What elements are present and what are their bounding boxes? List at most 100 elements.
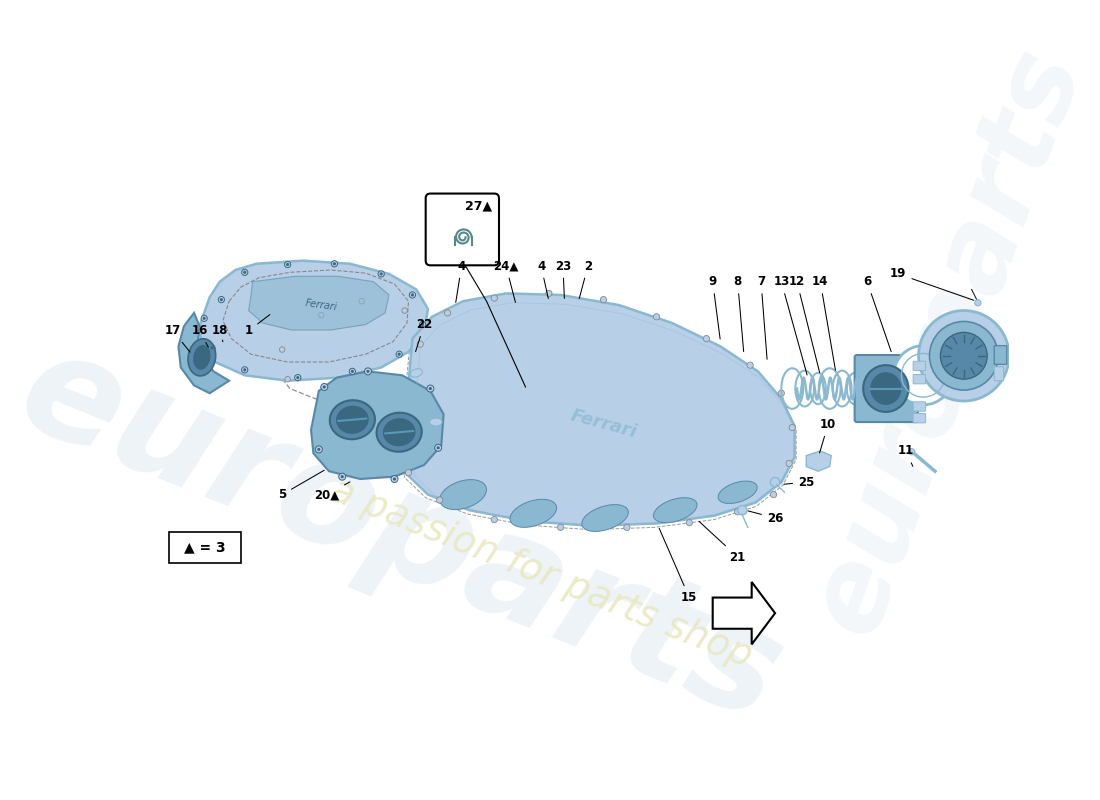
Ellipse shape xyxy=(653,498,697,522)
Circle shape xyxy=(918,310,1009,401)
Circle shape xyxy=(318,313,323,318)
Circle shape xyxy=(770,478,780,487)
Text: 27▲: 27▲ xyxy=(465,199,493,213)
Circle shape xyxy=(940,332,987,379)
Circle shape xyxy=(492,295,497,301)
Circle shape xyxy=(243,270,246,274)
Polygon shape xyxy=(713,582,776,644)
Ellipse shape xyxy=(410,369,422,377)
Circle shape xyxy=(359,298,364,304)
Text: 4: 4 xyxy=(537,259,548,298)
Circle shape xyxy=(789,425,795,430)
Circle shape xyxy=(321,383,328,390)
Circle shape xyxy=(295,374,301,381)
Circle shape xyxy=(390,475,398,482)
Polygon shape xyxy=(806,451,832,471)
Circle shape xyxy=(397,353,400,356)
Circle shape xyxy=(379,272,383,275)
Text: 23: 23 xyxy=(554,259,571,298)
Ellipse shape xyxy=(870,372,901,405)
Circle shape xyxy=(399,432,406,438)
Circle shape xyxy=(242,270,248,275)
Text: 7: 7 xyxy=(757,275,767,359)
Circle shape xyxy=(402,308,407,314)
Text: 8: 8 xyxy=(734,275,744,351)
Text: 5: 5 xyxy=(278,470,324,501)
Circle shape xyxy=(351,370,354,373)
Circle shape xyxy=(406,470,411,476)
Text: europarts: europarts xyxy=(0,318,801,751)
Circle shape xyxy=(601,297,606,302)
Circle shape xyxy=(316,446,322,453)
Polygon shape xyxy=(249,276,389,330)
Circle shape xyxy=(738,506,747,515)
Circle shape xyxy=(930,322,998,390)
Circle shape xyxy=(419,322,426,328)
FancyBboxPatch shape xyxy=(426,194,499,266)
Polygon shape xyxy=(311,371,443,479)
Circle shape xyxy=(546,290,552,297)
FancyBboxPatch shape xyxy=(913,374,925,384)
FancyBboxPatch shape xyxy=(913,414,925,423)
Ellipse shape xyxy=(336,406,368,434)
Circle shape xyxy=(333,262,336,266)
Circle shape xyxy=(703,335,710,342)
Circle shape xyxy=(242,366,248,373)
Circle shape xyxy=(341,475,344,478)
Text: europarts: europarts xyxy=(791,34,1100,647)
Circle shape xyxy=(285,377,290,382)
Text: 17: 17 xyxy=(165,324,190,352)
Circle shape xyxy=(492,517,497,522)
FancyBboxPatch shape xyxy=(855,355,917,422)
Text: 25: 25 xyxy=(784,476,814,489)
Circle shape xyxy=(220,298,223,301)
Text: 18: 18 xyxy=(211,324,228,342)
Text: a passion for parts shop: a passion for parts shop xyxy=(326,473,757,675)
FancyBboxPatch shape xyxy=(913,362,925,370)
Circle shape xyxy=(339,473,345,480)
Ellipse shape xyxy=(376,413,421,452)
FancyBboxPatch shape xyxy=(169,532,241,563)
Ellipse shape xyxy=(582,505,628,531)
Ellipse shape xyxy=(194,345,210,370)
Circle shape xyxy=(411,294,414,297)
Text: 24▲: 24▲ xyxy=(493,259,519,302)
Circle shape xyxy=(747,362,754,368)
Circle shape xyxy=(285,262,290,268)
Circle shape xyxy=(317,448,320,451)
Text: 26: 26 xyxy=(748,511,783,525)
Circle shape xyxy=(366,370,370,373)
Circle shape xyxy=(209,345,216,351)
Polygon shape xyxy=(199,261,428,381)
Circle shape xyxy=(558,524,563,530)
Text: ▲ = 3: ▲ = 3 xyxy=(184,541,226,554)
Polygon shape xyxy=(178,313,229,394)
Circle shape xyxy=(429,387,432,390)
Text: 6: 6 xyxy=(864,275,891,351)
Ellipse shape xyxy=(440,480,486,510)
Circle shape xyxy=(243,368,246,371)
Circle shape xyxy=(404,386,409,391)
Circle shape xyxy=(686,519,692,526)
Circle shape xyxy=(735,509,740,515)
Text: 19: 19 xyxy=(890,267,974,300)
FancyBboxPatch shape xyxy=(913,402,925,411)
Text: Ferrari: Ferrari xyxy=(569,407,639,442)
Text: 4: 4 xyxy=(455,259,465,302)
Ellipse shape xyxy=(864,365,909,412)
Circle shape xyxy=(778,390,784,396)
Circle shape xyxy=(434,444,442,451)
Text: 9: 9 xyxy=(708,275,720,339)
Text: Ferrari: Ferrari xyxy=(305,298,338,312)
Circle shape xyxy=(421,323,425,326)
Circle shape xyxy=(322,386,326,389)
Text: 20▲: 20▲ xyxy=(314,482,350,501)
Ellipse shape xyxy=(430,418,442,426)
Circle shape xyxy=(653,314,660,320)
Circle shape xyxy=(437,497,443,503)
Circle shape xyxy=(296,376,299,379)
Text: 13: 13 xyxy=(773,275,807,375)
Text: 12: 12 xyxy=(789,275,820,373)
Circle shape xyxy=(786,460,792,466)
Circle shape xyxy=(770,491,777,498)
